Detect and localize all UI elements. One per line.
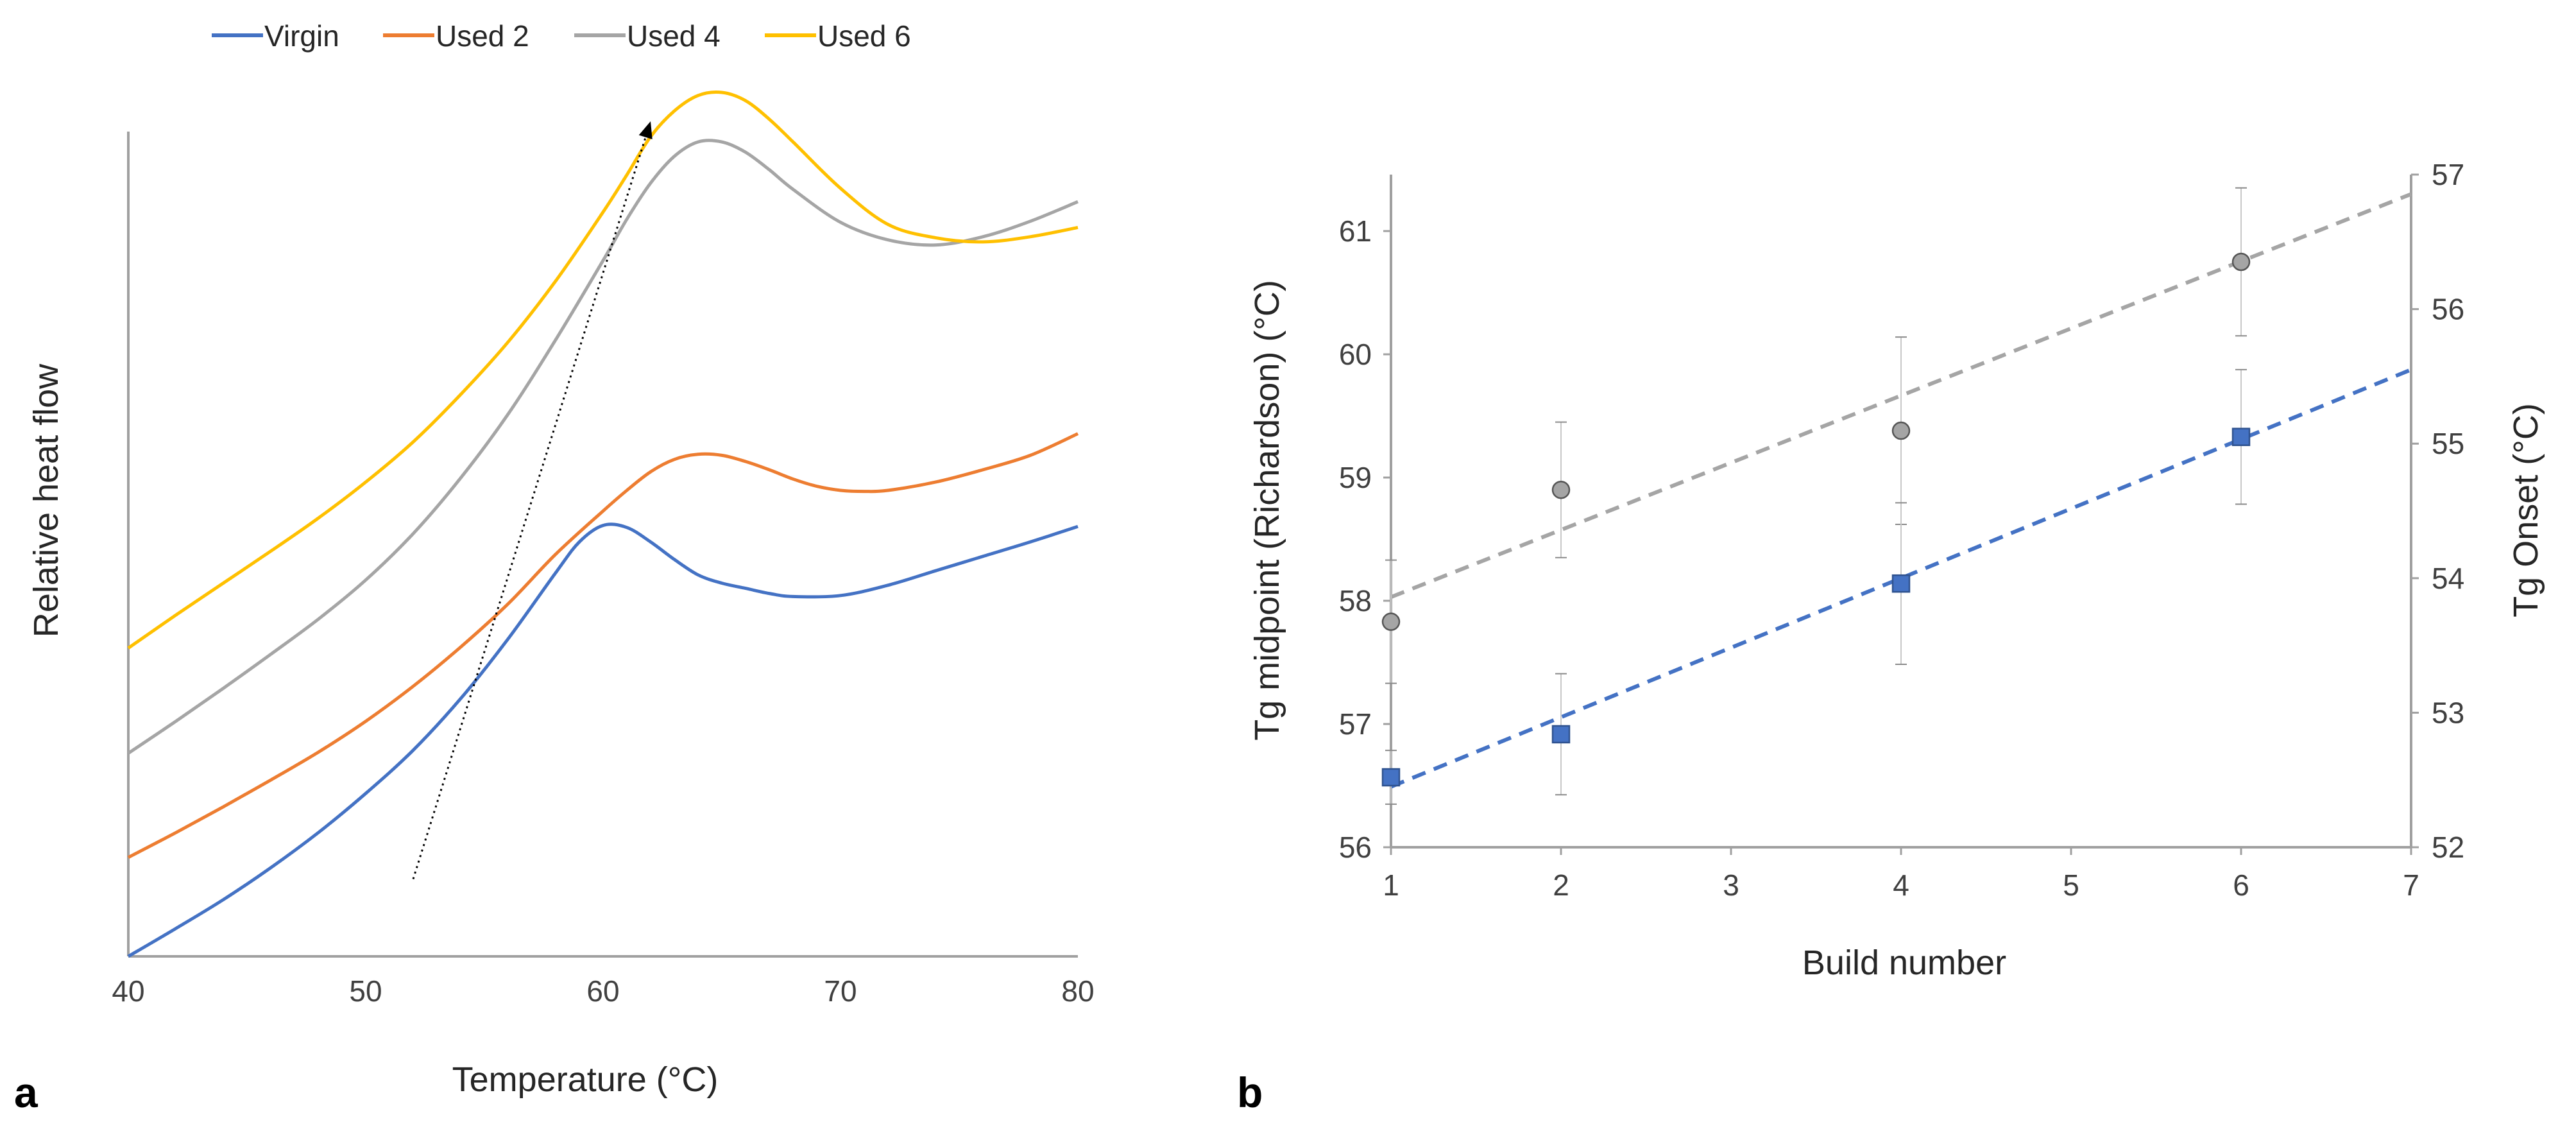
panel-b-right-y-axis-label: Tg Onset (°C) — [2507, 403, 2545, 617]
panel-a-series — [127, 90, 1079, 958]
panel-a-y-axis-label: Relative heat flow — [27, 363, 65, 637]
data-point-midpoint — [1551, 480, 1571, 499]
panel-b-right-y-tick-label: 54 — [2432, 562, 2464, 595]
panel-b-left-y-tick-label: 60 — [1339, 338, 1372, 371]
panel-a-label: a — [14, 1069, 38, 1116]
panel-b-right-y-tick-label: 55 — [2432, 427, 2464, 460]
panel-b-x-axis-label: Build number — [1802, 944, 2006, 982]
legend-label-used-2: Used 2 — [436, 19, 529, 53]
data-point-onset — [1551, 725, 1571, 744]
panel-b-x-tick-label: 1 — [1383, 868, 1399, 902]
panel-b-x-tick-label: 3 — [1723, 868, 1739, 902]
panel-b-series — [1381, 187, 2412, 805]
panel-a-x-tick-label: 40 — [112, 974, 144, 1008]
panel-b-x-tick-label: 5 — [2063, 868, 2079, 902]
panel-b-left-y-tick-label: 57 — [1339, 707, 1372, 741]
panel-b-right-y-tick-label: 52 — [2432, 831, 2464, 864]
panel-b-left-y-tick-label: 59 — [1339, 461, 1372, 494]
data-point-midpoint — [2231, 252, 2251, 272]
data-point-midpoint — [1381, 612, 1401, 631]
series-line-used-2 — [127, 432, 1079, 859]
trend-arrow-head — [638, 121, 653, 140]
panel-b-x-tick-label: 7 — [2403, 868, 2419, 902]
data-point-onset — [2231, 427, 2251, 446]
trend-dotted-arrow-line — [412, 137, 647, 879]
panel-a-annotations — [412, 121, 653, 879]
panel-b-x-tick-label: 6 — [2233, 868, 2249, 902]
panel-a-x-ticks: 40 50 60 70 80 — [112, 974, 1094, 1008]
panel-b-left-y-tick-label: 56 — [1339, 831, 1372, 864]
panel-b-x-tick-label: 4 — [1893, 868, 1909, 902]
panel-a-x-tick-label: 80 — [1061, 974, 1094, 1008]
panel-b-right-y-tick-label: 56 — [2432, 293, 2464, 326]
legend-label-used-4: Used 4 — [627, 19, 721, 53]
panel-a-chart: Virgin Used 2 Used 4 Used 6 40 50 60 70 80 Temp… — [14, 19, 1095, 1116]
panel-a-x-tick-label: 60 — [586, 974, 619, 1008]
panel-a-x-axis-label: Temperature (°C) — [452, 1060, 719, 1099]
panel-a-x-tick-label: 50 — [349, 974, 382, 1008]
panel-b-left-y-axis-label: Tg midpoint (Richardson) (°C) — [1248, 280, 1286, 741]
panel-b-x-tick-label: 2 — [1553, 868, 1569, 902]
series-line-virgin — [127, 522, 1079, 958]
panel-b-left-y-tick-label: 61 — [1339, 214, 1372, 248]
panel-b-right-y-tick-label: 57 — [2432, 158, 2464, 191]
series-line-used-6 — [127, 90, 1079, 650]
legend-label-virgin: Virgin — [264, 19, 339, 53]
series-line-used-4 — [127, 139, 1079, 755]
panel-b-right-y-tick-label: 53 — [2432, 696, 2464, 729]
panel-a-x-tick-label: 70 — [824, 974, 857, 1008]
legend-label-used-6: Used 6 — [817, 19, 911, 53]
panel-a-legend: Virgin Used 2 Used 4 Used 6 — [212, 19, 911, 53]
data-point-onset — [1891, 574, 1911, 593]
data-point-onset — [1381, 768, 1401, 787]
panel-b-label: b — [1237, 1069, 1263, 1116]
panel-b-left-y-tick-label: 58 — [1339, 584, 1372, 617]
data-point-midpoint — [1891, 421, 1911, 440]
